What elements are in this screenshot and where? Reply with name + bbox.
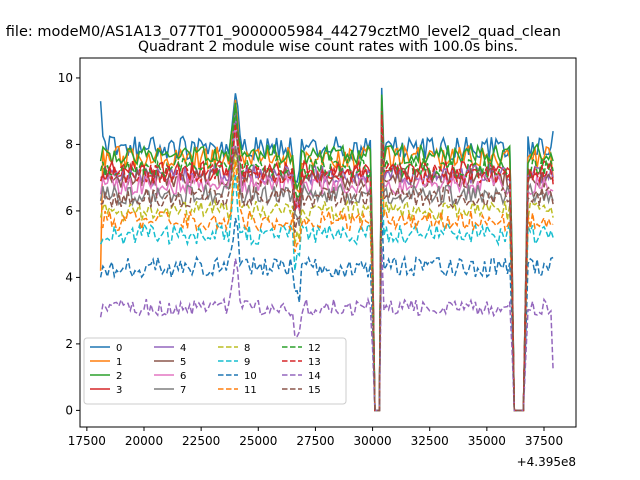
- legend-label: 13: [308, 357, 321, 368]
- legend-label: 9: [244, 357, 250, 368]
- x-axis: 17500 20000 22500 25000 27500 30000 32500 35000…: [68, 427, 563, 448]
- chart-title: Quadrant 2 module wise count rates with …: [138, 39, 518, 55]
- x-tick-label: 17500: [68, 434, 106, 448]
- legend-label: 12: [308, 343, 321, 354]
- y-tick-label: 10: [58, 71, 73, 85]
- series-line-9: [99, 173, 554, 412]
- series-line-15: [100, 137, 554, 412]
- legend-label: 4: [180, 343, 186, 354]
- legend-label: 11: [244, 385, 257, 396]
- x-offset-label: +4.395e8: [517, 455, 576, 469]
- legend-label: 8: [244, 343, 250, 354]
- plot-frame: [79, 57, 577, 428]
- series-line-0: [99, 87, 554, 412]
- series-layer: [99, 87, 554, 412]
- x-tick-label: 22500: [182, 434, 220, 448]
- x-tick-label: 20000: [125, 434, 163, 448]
- y-tick-label: 8: [65, 137, 73, 151]
- legend-label: 6: [180, 371, 186, 382]
- series-line-14: [99, 247, 554, 412]
- x-tick-label: 32500: [411, 434, 449, 448]
- legend-label: 1: [116, 357, 122, 368]
- x-tick-label: 25000: [239, 434, 277, 448]
- y-tick-label: 4: [65, 270, 73, 284]
- legend-label: 14: [308, 371, 321, 382]
- legend-label: 15: [308, 385, 321, 396]
- x-tick-label: 27500: [296, 434, 334, 448]
- legend-label: 2: [116, 371, 122, 382]
- legend-box: [83, 337, 347, 405]
- series-line-1: [99, 97, 554, 412]
- series-line-2: [99, 94, 554, 412]
- legend-label: 7: [180, 385, 186, 396]
- x-tick-label: 35000: [468, 434, 506, 448]
- legend-label: 0: [116, 343, 122, 354]
- y-tick-label: 6: [65, 204, 73, 218]
- x-tick-label: 30000: [353, 434, 391, 448]
- series-line-11: [100, 161, 554, 412]
- series-line-7: [99, 134, 554, 412]
- series-line-10: [99, 207, 554, 412]
- series-line-13: [99, 114, 554, 412]
- legend-label: 5: [180, 357, 186, 368]
- legend-label: 10: [244, 371, 257, 382]
- y-tick-label: 2: [65, 337, 73, 351]
- figure-suptitle: n file: modeM0/AS1A13_077T01_9000005984_…: [0, 24, 561, 40]
- series-line-8: [99, 150, 554, 412]
- legend-label: 3: [116, 385, 122, 396]
- series-line-6: [99, 124, 554, 412]
- series-line-12: [99, 107, 554, 412]
- x-tick-label: 37500: [525, 434, 563, 448]
- y-tick-label: 0: [65, 403, 73, 417]
- y-axis: 0 2 4 6 8 10: [58, 71, 80, 417]
